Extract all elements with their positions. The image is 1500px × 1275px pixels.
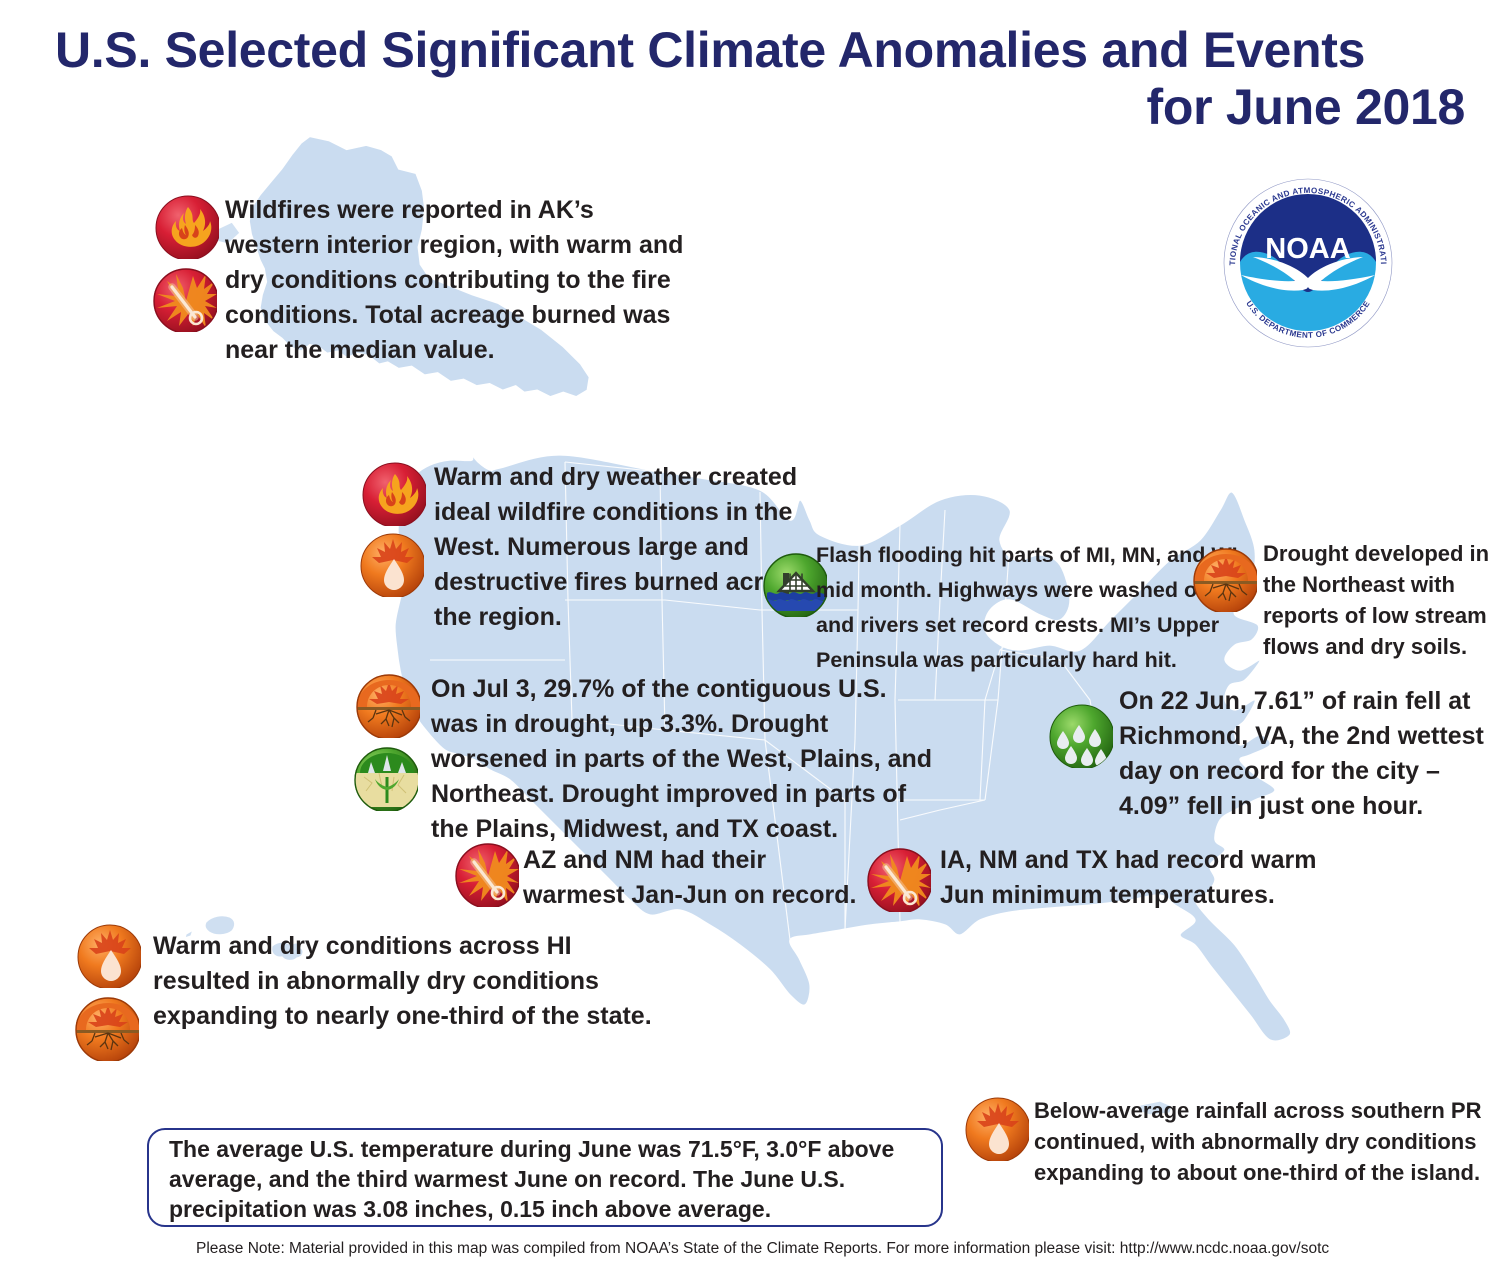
svg-text:NOAA: NOAA bbox=[1265, 233, 1350, 265]
